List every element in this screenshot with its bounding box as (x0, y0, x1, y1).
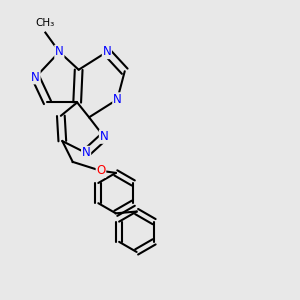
Text: N: N (82, 146, 91, 160)
Text: CH₃: CH₃ (36, 18, 55, 28)
Text: N: N (55, 45, 64, 58)
Text: N: N (31, 71, 40, 84)
Text: N: N (113, 93, 122, 106)
Text: O: O (96, 164, 106, 177)
Text: N: N (103, 45, 111, 58)
Text: N: N (100, 130, 108, 143)
